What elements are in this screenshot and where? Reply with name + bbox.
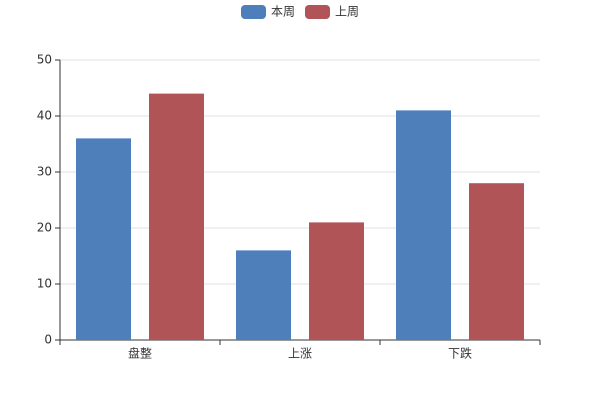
legend-swatch bbox=[305, 5, 330, 19]
x-tick-label: 盘整 bbox=[128, 346, 152, 361]
legend-label: 上周 bbox=[335, 5, 359, 19]
y-tick-label: 50 bbox=[37, 53, 52, 67]
bar bbox=[309, 222, 364, 340]
x-tick-label: 上涨 bbox=[288, 346, 312, 361]
legend-label: 本周 bbox=[271, 5, 295, 19]
bar bbox=[149, 93, 204, 340]
legend-swatch bbox=[241, 5, 266, 19]
bar bbox=[396, 110, 451, 341]
x-tick-label: 下跌 bbox=[448, 346, 472, 361]
y-tick-label: 0 bbox=[44, 333, 52, 347]
y-tick-label: 40 bbox=[37, 109, 52, 123]
legend: 本周 上周 bbox=[241, 5, 359, 20]
bar bbox=[76, 138, 131, 340]
bar bbox=[236, 250, 291, 340]
y-tick-label: 30 bbox=[37, 165, 52, 179]
y-tick-label: 10 bbox=[37, 277, 52, 291]
legend-item[interactable]: 上周 bbox=[305, 5, 359, 20]
bar bbox=[469, 183, 524, 340]
legend-item[interactable]: 本周 bbox=[241, 5, 295, 20]
y-tick-label: 20 bbox=[37, 221, 52, 235]
